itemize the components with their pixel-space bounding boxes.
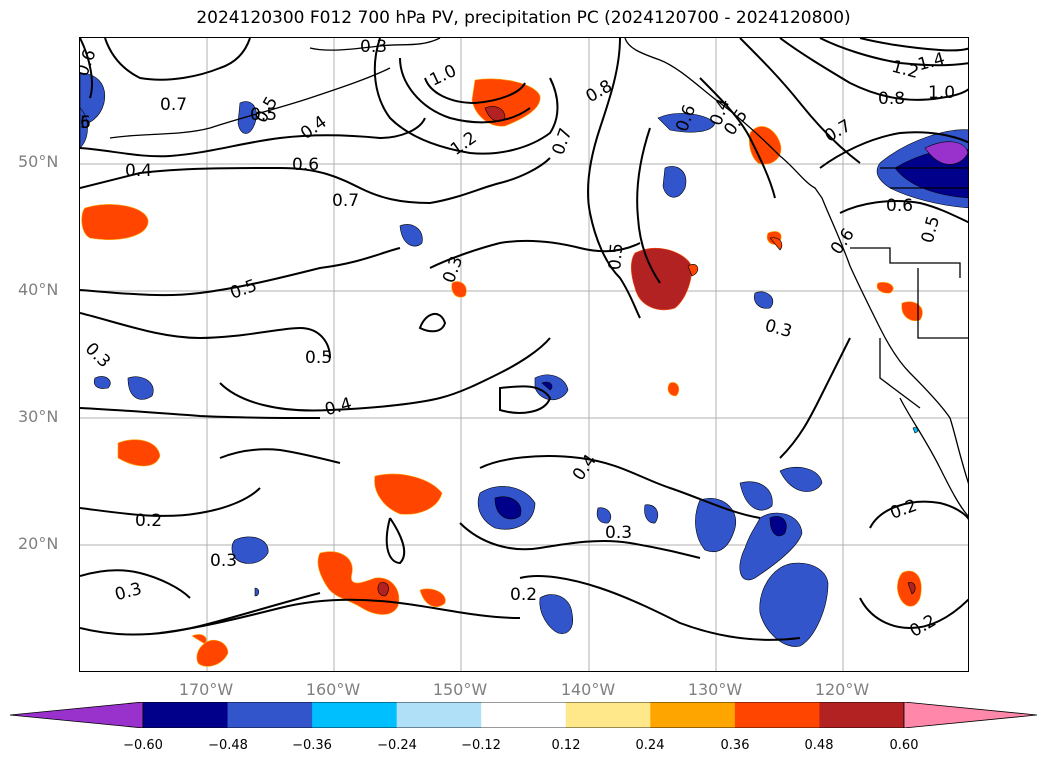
- contour-label: 0.5: [305, 348, 332, 368]
- contour-label: 0.2: [906, 611, 939, 642]
- map-panel: 0.6 6 0.7 0.4 0.5 0.3 1.0 1.2 0.8 0.5 0.…: [79, 37, 969, 672]
- colorbar-tick: 0.48: [804, 738, 834, 753]
- contour-label: 0.4: [297, 112, 331, 144]
- colorbar-tick: −0.48: [208, 738, 248, 753]
- contour-label: 0.2: [888, 496, 920, 524]
- contour-label: 0.5: [605, 242, 627, 271]
- contour-labels: 0.6 6 0.7 0.4 0.5 0.3 1.0 1.2 0.8 0.5 0.…: [80, 38, 955, 642]
- colorbar-tick: 0.12: [551, 738, 581, 753]
- colorbar-segment: [227, 702, 313, 728]
- map-title: 2024120300 F012 700 hPa PV, precipitatio…: [196, 8, 851, 28]
- colorbar-tick: 0.60: [889, 738, 919, 753]
- contour-label: 0.2: [510, 585, 537, 605]
- coastlines: [109, 38, 968, 517]
- contour-label: 0.2: [135, 511, 162, 531]
- contour-label: 0.6: [80, 47, 101, 79]
- colorbar: [10, 702, 1037, 728]
- contour-label: 1.0: [928, 83, 955, 103]
- lat-label-20n: 20°N: [18, 534, 59, 553]
- lon-label-150w: 150°W: [432, 680, 488, 699]
- lon-label-160w: 160°W: [305, 680, 361, 699]
- contour-label: 1.2: [447, 128, 481, 160]
- contour-label: 0.8: [878, 89, 905, 109]
- pv-contours: [80, 38, 968, 641]
- colorbar-segment: [481, 702, 567, 728]
- contour-label: 0.7: [160, 95, 187, 115]
- colorbar-segment: [565, 702, 651, 728]
- contour-label: 0.3: [605, 523, 632, 543]
- contour-label: 0.5: [918, 214, 944, 245]
- colorbar-segment: [143, 702, 229, 728]
- lat-label-30n: 30°N: [18, 407, 59, 426]
- lat-label-50n: 50°N: [18, 152, 59, 171]
- colorbar-segment: [734, 702, 820, 728]
- contour-label: 0.6: [886, 196, 913, 216]
- contour-label: 0.6: [292, 155, 319, 175]
- contour-label: 1.4: [916, 49, 947, 75]
- colorbar-tick: 0.36: [720, 738, 750, 753]
- contour-label: 0.3: [360, 38, 387, 57]
- lon-label-130w: 130°W: [687, 680, 743, 699]
- contour-label: 0.4: [323, 394, 354, 420]
- lon-label-120w: 120°W: [814, 680, 870, 699]
- colorbar-tick: −0.36: [292, 738, 332, 753]
- lon-label-170w: 170°W: [178, 680, 234, 699]
- contour-label: 0.6: [827, 225, 859, 259]
- colorbar-segment: [819, 702, 905, 728]
- colorbar-tick: −0.60: [123, 738, 163, 753]
- contour-label: 1.0: [427, 61, 460, 91]
- contour-label: 0.4: [125, 161, 152, 181]
- colorbar-tick: −0.24: [377, 738, 417, 753]
- contour-label: 5: [80, 113, 91, 133]
- colorbar-tick: 0.24: [635, 738, 665, 753]
- contour-label: 0.7: [332, 191, 359, 211]
- contour-label: 0.7: [821, 116, 854, 147]
- colorbar-segment: [396, 702, 482, 728]
- contour-label: 0.5: [250, 105, 277, 125]
- contour-label: 0.4: [569, 451, 601, 485]
- colorbar-segment: [312, 702, 398, 728]
- colorbar-extend-high: [903, 702, 1037, 728]
- colorbar-segment: [650, 702, 736, 728]
- contour-label: 0.5: [228, 276, 260, 304]
- contour-label: 6: [80, 113, 91, 133]
- contour-label: 0.3: [113, 579, 144, 605]
- contour-label: 0.3: [439, 254, 467, 286]
- lon-label-140w: 140°W: [560, 680, 616, 699]
- lat-label-40n: 40°N: [18, 280, 59, 299]
- contour-label: 0.3: [81, 339, 114, 372]
- contour-label: 0.3: [210, 551, 237, 571]
- contour-label: 0.3: [763, 316, 794, 342]
- colorbar-tick: −0.12: [461, 738, 501, 753]
- map-canvas: 0.6 6 0.7 0.4 0.5 0.3 1.0 1.2 0.8 0.5 0.…: [80, 38, 968, 671]
- colorbar-extend-low: [10, 702, 144, 728]
- contour-label: 0.8: [583, 76, 616, 107]
